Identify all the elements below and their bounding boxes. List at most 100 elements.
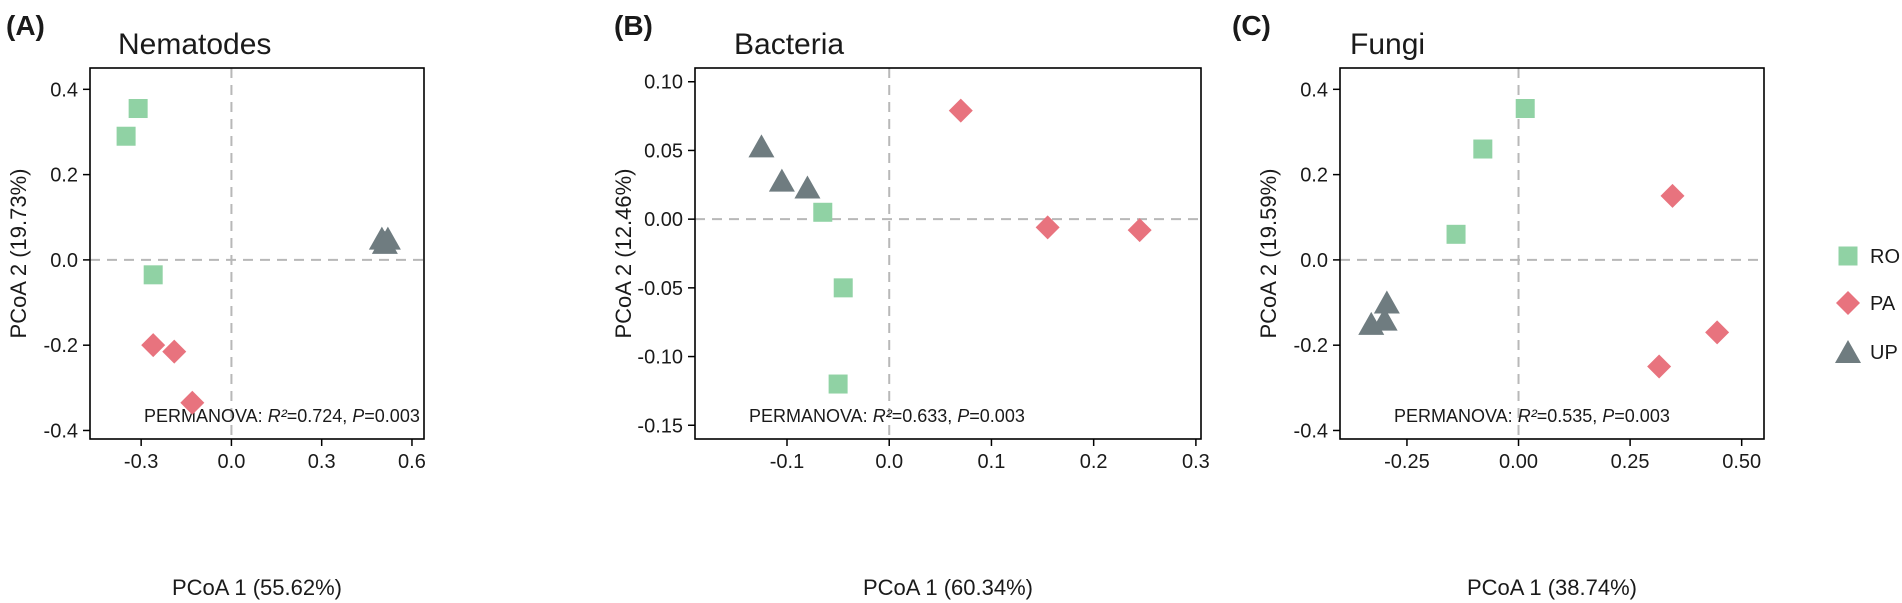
y-tick-label: 0.05 (644, 140, 683, 162)
x-tick-label: 0.0 (875, 451, 903, 473)
x-tick-label: 0.25 (1611, 451, 1650, 473)
annotation-r2-label: R² (873, 406, 893, 426)
x-tick-label: 0.3 (1182, 451, 1210, 473)
annotation-r2-value: =0.633, (892, 406, 958, 426)
panel-title: Bacteria (734, 28, 844, 61)
x-tick-label: 0.3 (308, 451, 336, 473)
x-tick-label: 0.6 (398, 451, 426, 473)
panel-label: (A) (6, 10, 45, 41)
y-tick-label: 0.0 (1300, 250, 1328, 272)
x-tick-label: -0.3 (124, 451, 158, 473)
panel-label: (C) (1232, 10, 1271, 41)
point-pa (948, 98, 973, 123)
permanova-annotation: PERMANOVA: R²=0.633, P=0.003 (749, 406, 1025, 426)
y-axis-label: PCoA 2 (12.46%) (611, 169, 636, 339)
legend-label: PA (1870, 293, 1896, 315)
x-axis-label: PCoA 1 (60.34%) (863, 575, 1033, 600)
point-ro (1515, 99, 1535, 119)
y-tick-label: -0.2 (1294, 335, 1328, 357)
legend-item-pa: PA (1836, 291, 1896, 315)
point-ro (833, 278, 853, 298)
point-ro (128, 99, 148, 119)
x-tick-label: -0.25 (1384, 451, 1430, 473)
x-tick-label: 0.50 (1722, 451, 1761, 473)
x-tick-label: 0.0 (218, 451, 246, 473)
point-pa (1647, 354, 1672, 379)
point-ro (1446, 224, 1466, 244)
annotation-r2-label: R² (268, 406, 288, 426)
legend: RO PA UP (1835, 246, 1900, 364)
point-pa (1660, 183, 1685, 208)
point-ro (1473, 139, 1493, 159)
y-tick-label: -0.4 (44, 420, 78, 442)
x-tick-label: 0.1 (978, 451, 1006, 473)
point-pa (162, 339, 187, 364)
y-tick-label: 0.4 (1300, 79, 1328, 101)
point-pa (1035, 215, 1060, 240)
annotation-prefix: PERMANOVA: (749, 406, 873, 426)
permanova-annotation: PERMANOVA: R²=0.724, P=0.003 (144, 406, 420, 426)
point-up (768, 168, 795, 192)
annotation-p-label: P (352, 406, 364, 426)
panel-label: (B) (614, 10, 653, 41)
annotation-r2-value: =0.535, (1537, 406, 1603, 426)
legend-marker-up (1835, 340, 1861, 363)
annotation-r2-label: R² (1518, 406, 1538, 426)
y-tick-label: 0.4 (50, 79, 78, 101)
permanova-annotation: PERMANOVA: R²=0.535, P=0.003 (1394, 406, 1670, 426)
plot-frame (1339, 67, 1765, 440)
y-tick-label: -0.2 (44, 335, 78, 357)
x-tick-label: -0.1 (770, 451, 804, 473)
annotation-prefix: PERMANOVA: (144, 406, 268, 426)
y-axis-label: PCoA 2 (19.59%) (1256, 169, 1281, 339)
point-ro (828, 374, 848, 394)
point-up (1371, 307, 1398, 331)
legend-label: UP (1870, 342, 1898, 364)
annotation-p-value: =0.003 (1614, 406, 1670, 426)
panel-fungi: (C) Fungi -0.25 0.00 0.25 0.50 0.4 0.2 0.0 -0.2 -0… (1232, 10, 1765, 600)
annotation-prefix: PERMANOVA: (1394, 406, 1518, 426)
x-tick-label: 0.2 (1080, 451, 1108, 473)
x-tick-label: 0.00 (1499, 451, 1538, 473)
y-tick-label: -0.05 (637, 278, 683, 300)
x-axis-label: PCoA 1 (38.74%) (1467, 575, 1637, 600)
y-tick-label: 0.00 (644, 209, 683, 231)
point-ro (813, 202, 833, 222)
y-tick-label: 0.10 (644, 72, 683, 94)
legend-label: RO (1870, 246, 1900, 268)
point-up (374, 226, 401, 250)
point-pa (1705, 320, 1730, 345)
panel-title: Fungi (1350, 28, 1425, 61)
point-ro (116, 126, 136, 146)
annotation-r2-value: =0.724, (287, 406, 353, 426)
legend-marker-ro (1838, 246, 1858, 266)
legend-item-up: UP (1835, 340, 1898, 364)
y-tick-label: -0.10 (637, 347, 683, 369)
point-pa (180, 390, 205, 415)
y-tick-label: 0.2 (1300, 165, 1328, 187)
y-tick-label: -0.15 (637, 415, 683, 437)
plot-frame (694, 67, 1202, 440)
y-tick-label: -0.4 (1294, 420, 1328, 442)
point-up (1373, 290, 1400, 314)
point-up (748, 134, 775, 158)
x-axis-label: PCoA 1 (55.62%) (172, 575, 342, 600)
y-tick-label: 0.2 (50, 165, 78, 187)
legend-item-ro: RO (1838, 246, 1900, 268)
panel-nematodes: (A) Nematodes -0.3 0.0 0.3 0.6 0.4 0.2 0.0 -0.2 -0… (6, 10, 426, 600)
point-up (794, 175, 821, 199)
annotation-p-label: P (957, 406, 969, 426)
annotation-p-label: P (1602, 406, 1614, 426)
point-ro (143, 265, 163, 285)
annotation-p-value: =0.003 (364, 406, 420, 426)
legend-marker-pa (1836, 291, 1860, 315)
panel-bacteria: (B) Bacteria -0.1 0.0 0.1 0.2 0.3 0.10 0.05 0.00 -… (611, 10, 1210, 600)
y-tick-label: 0.0 (50, 250, 78, 272)
panel-title: Nematodes (118, 28, 271, 61)
point-pa (141, 333, 166, 358)
annotation-p-value: =0.003 (969, 406, 1025, 426)
point-pa (1127, 218, 1152, 243)
y-axis-label: PCoA 2 (19.73%) (6, 169, 31, 339)
plot-frame (89, 67, 425, 440)
